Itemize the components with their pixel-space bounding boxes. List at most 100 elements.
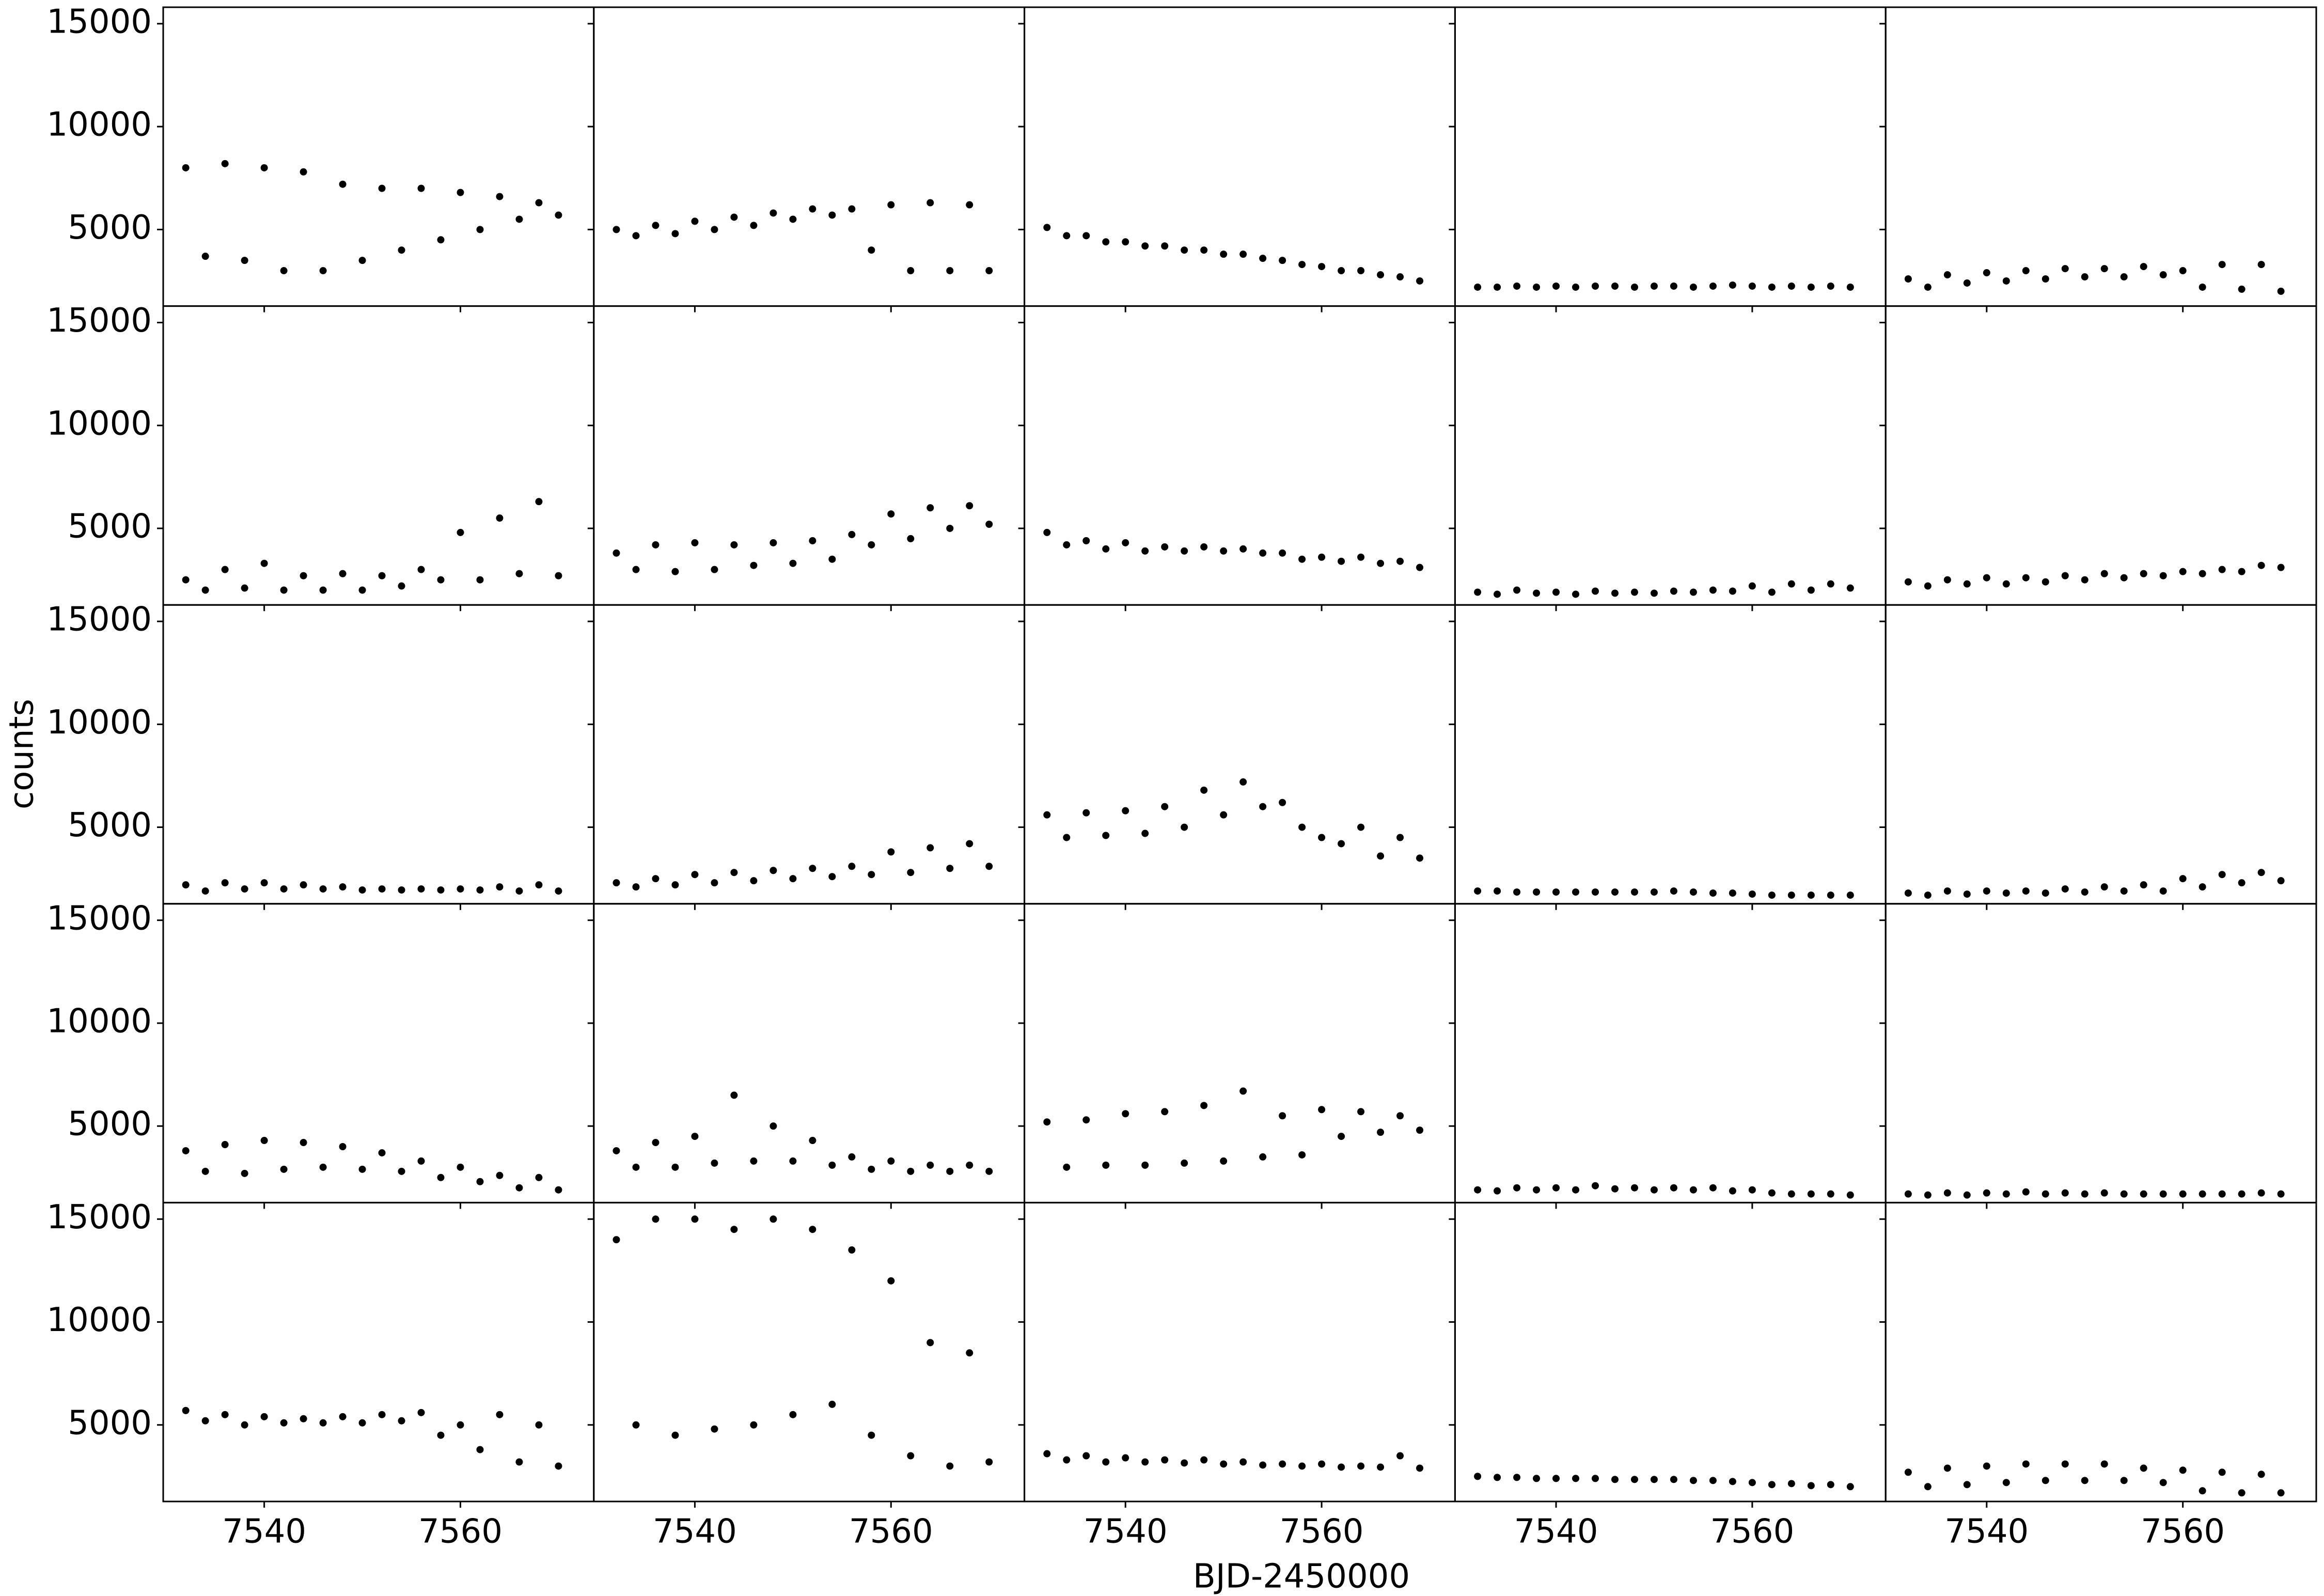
data-point <box>985 863 993 870</box>
data-point <box>339 883 347 891</box>
data-point <box>946 1167 954 1175</box>
data-point <box>1846 584 1854 592</box>
x-tick-label: 7540 <box>1084 1513 1168 1551</box>
data-point <box>1689 588 1697 596</box>
data-point <box>1904 889 1912 897</box>
data-point <box>770 539 777 546</box>
data-point <box>221 160 229 167</box>
data-point <box>1043 1450 1051 1458</box>
y-tick-label: 5000 <box>68 508 152 546</box>
data-point <box>1807 586 1815 594</box>
data-point <box>476 576 484 584</box>
data-point <box>300 1415 307 1422</box>
data-point <box>1963 1481 1971 1489</box>
panel-frame <box>1454 903 1887 1203</box>
data-point <box>555 572 562 580</box>
data-point <box>887 848 895 856</box>
data-point <box>417 184 425 192</box>
data-point <box>2042 275 2049 283</box>
data-point <box>1533 888 1541 896</box>
data-point <box>730 1226 738 1233</box>
data-point <box>182 1406 190 1414</box>
data-point <box>2100 883 2108 891</box>
data-point <box>280 885 288 893</box>
data-point <box>2002 1479 2010 1487</box>
data-point <box>887 1157 895 1165</box>
data-point <box>1846 1191 1854 1199</box>
data-point <box>1787 1190 1795 1198</box>
data-point <box>2140 570 2147 577</box>
data-point <box>1043 528 1051 536</box>
data-point <box>1611 1185 1619 1193</box>
data-point <box>2238 568 2246 575</box>
data-point <box>319 586 327 594</box>
data-point <box>339 180 347 188</box>
data-point <box>809 1226 816 1233</box>
data-point <box>828 1400 836 1408</box>
data-point <box>809 205 816 213</box>
data-point <box>2061 265 2069 273</box>
data-point <box>848 1246 856 1254</box>
data-point <box>1063 834 1071 841</box>
data-point <box>457 528 464 536</box>
data-point <box>652 541 659 549</box>
data-point <box>1533 589 1541 597</box>
data-point <box>1494 283 1501 291</box>
data-point <box>457 1421 464 1429</box>
data-point <box>946 267 954 275</box>
data-point <box>2257 561 2265 569</box>
data-point <box>2277 287 2285 295</box>
data-point <box>2061 1189 2069 1197</box>
data-point <box>1279 1112 1286 1120</box>
panel-frame <box>162 1201 595 1503</box>
data-point <box>2277 1190 2285 1198</box>
data-point <box>555 1186 562 1194</box>
data-point <box>711 226 718 233</box>
data-point <box>2061 572 2069 580</box>
data-point <box>671 230 679 238</box>
data-point <box>300 881 307 889</box>
data-point <box>1377 852 1385 860</box>
data-point <box>476 886 484 894</box>
data-point <box>1630 1476 1638 1483</box>
data-point <box>1377 1463 1385 1471</box>
data-point <box>2120 273 2128 281</box>
data-point <box>280 1419 288 1427</box>
data-point <box>1161 543 1169 551</box>
data-point <box>907 1452 915 1460</box>
data-point <box>750 561 758 569</box>
data-point <box>2238 1190 2246 1198</box>
data-point <box>241 257 248 264</box>
data-point <box>1357 823 1365 831</box>
panel-frame <box>593 6 1026 307</box>
data-point <box>1181 547 1188 555</box>
data-point <box>2120 1477 2128 1484</box>
data-point <box>2100 570 2108 577</box>
data-point <box>1592 888 1599 896</box>
data-point <box>378 184 386 192</box>
data-point <box>1239 251 1247 258</box>
data-point <box>613 1147 620 1154</box>
data-point <box>1827 891 1834 899</box>
data-point <box>1474 283 1482 291</box>
data-point <box>848 1153 856 1161</box>
x-tick-label: 7560 <box>1280 1513 1364 1551</box>
data-point <box>496 193 504 200</box>
panel-frame <box>1885 1201 2317 1503</box>
data-point <box>2022 1188 2030 1196</box>
data-point <box>241 1421 248 1429</box>
data-point <box>1161 803 1169 810</box>
data-point <box>711 566 718 573</box>
data-point <box>1338 1133 1345 1140</box>
panel-frame <box>162 604 595 905</box>
data-point <box>1709 1184 1717 1192</box>
data-point <box>1924 1483 1932 1491</box>
data-point <box>2218 566 2226 573</box>
data-point <box>535 1173 543 1181</box>
data-point <box>946 1462 954 1470</box>
data-point <box>770 209 777 217</box>
x-tick-label: 7540 <box>653 1513 737 1551</box>
data-point <box>671 881 679 889</box>
data-point <box>417 566 425 573</box>
data-point <box>828 211 836 219</box>
